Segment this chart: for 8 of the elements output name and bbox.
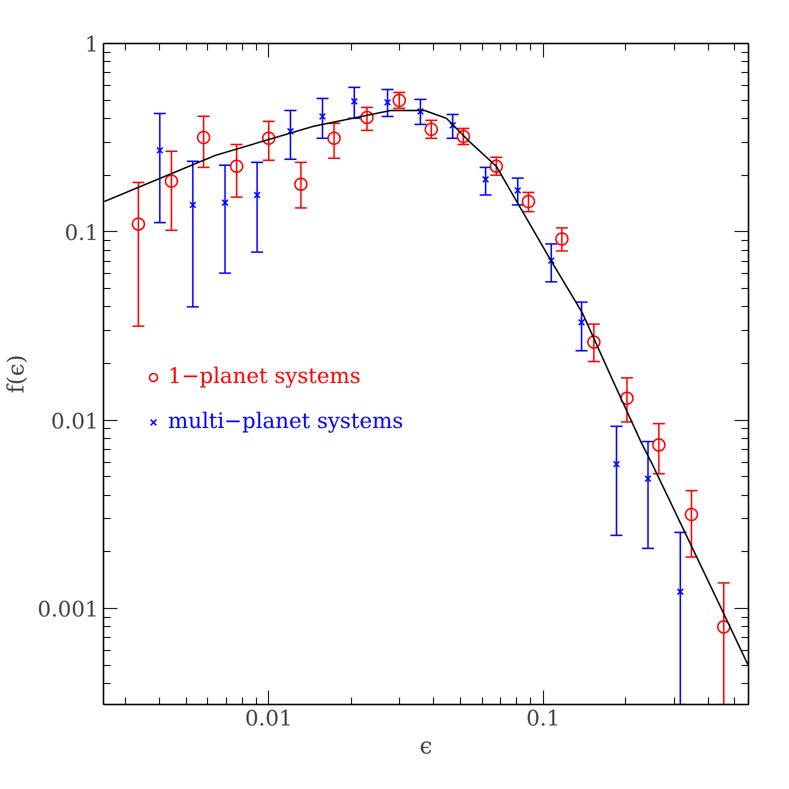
x-axis-title: ϵ: [420, 734, 432, 760]
y-tick-label: 0.1: [64, 220, 99, 246]
legend-label: multi−planet systems: [168, 409, 404, 434]
y-tick-label: 0.01: [51, 409, 99, 434]
y-tick-label: 0.001: [37, 598, 99, 623]
y-tick-label: 1: [84, 32, 99, 58]
y-axis-title: f(ϵ): [3, 354, 30, 394]
legend-label: 1−planet systems: [168, 364, 361, 389]
